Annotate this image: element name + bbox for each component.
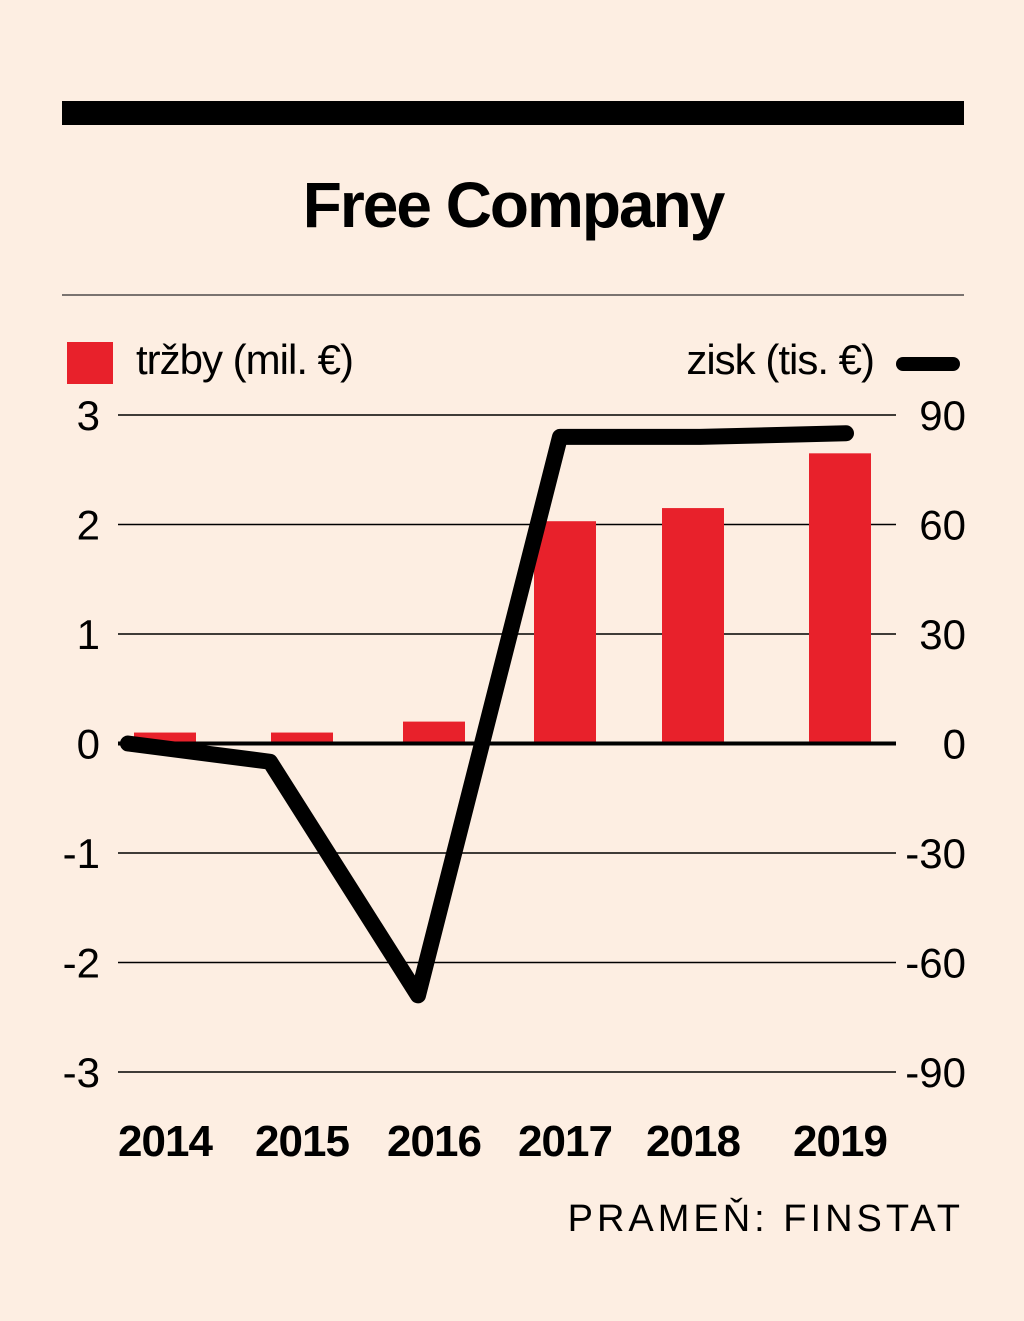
legend-revenue-label: tržby (mil. €) bbox=[136, 336, 354, 383]
revenue-bar bbox=[403, 721, 465, 744]
legend-profit-label: zisk (tis. €) bbox=[686, 336, 875, 383]
right-tick-label: 30 bbox=[919, 611, 966, 658]
revenue-bar bbox=[134, 732, 196, 744]
left-tick-label: -2 bbox=[63, 940, 100, 987]
x-tick-label: 2018 bbox=[646, 1117, 740, 1166]
left-tick-label: -3 bbox=[63, 1049, 100, 1096]
revenue-bar bbox=[534, 521, 596, 744]
profit-point bbox=[269, 760, 271, 763]
legend-revenue-swatch bbox=[67, 342, 113, 384]
top-rule bbox=[62, 101, 964, 125]
right-tick-label: 60 bbox=[919, 502, 966, 549]
title-separator bbox=[62, 294, 964, 296]
left-tick-label: 3 bbox=[77, 392, 100, 439]
x-tick-label: 2014 bbox=[118, 1117, 213, 1166]
chart-title: Free Company bbox=[302, 169, 726, 241]
left-tick-label: 0 bbox=[77, 721, 100, 768]
right-tick-label: -30 bbox=[905, 830, 966, 877]
revenue-bar bbox=[271, 732, 333, 744]
right-tick-label: 0 bbox=[943, 721, 966, 768]
x-tick-label: 2019 bbox=[793, 1117, 887, 1166]
profit-line bbox=[120, 425, 854, 1004]
left-tick-label: 1 bbox=[77, 611, 100, 658]
profit-point bbox=[699, 435, 701, 438]
left-tick-label: 2 bbox=[77, 502, 100, 549]
right-tick-label: -90 bbox=[905, 1049, 966, 1096]
x-tick-label: 2017 bbox=[518, 1117, 612, 1166]
x-tick-label: 2015 bbox=[255, 1117, 349, 1166]
revenue-bar bbox=[662, 508, 724, 744]
right-tick-label: -60 bbox=[905, 940, 966, 987]
right-tick-label: 90 bbox=[919, 392, 966, 439]
profit-point bbox=[559, 435, 561, 438]
profit-point bbox=[127, 742, 129, 745]
left-tick-label: -1 bbox=[63, 830, 100, 877]
legend-profit-line bbox=[896, 357, 960, 371]
profit-point bbox=[417, 994, 419, 997]
x-tick-label: 2016 bbox=[387, 1117, 481, 1166]
profit-point bbox=[845, 432, 847, 435]
source-label: PRAMEŇ: FINSTAT bbox=[567, 1198, 964, 1240]
revenue-bar bbox=[809, 453, 871, 744]
